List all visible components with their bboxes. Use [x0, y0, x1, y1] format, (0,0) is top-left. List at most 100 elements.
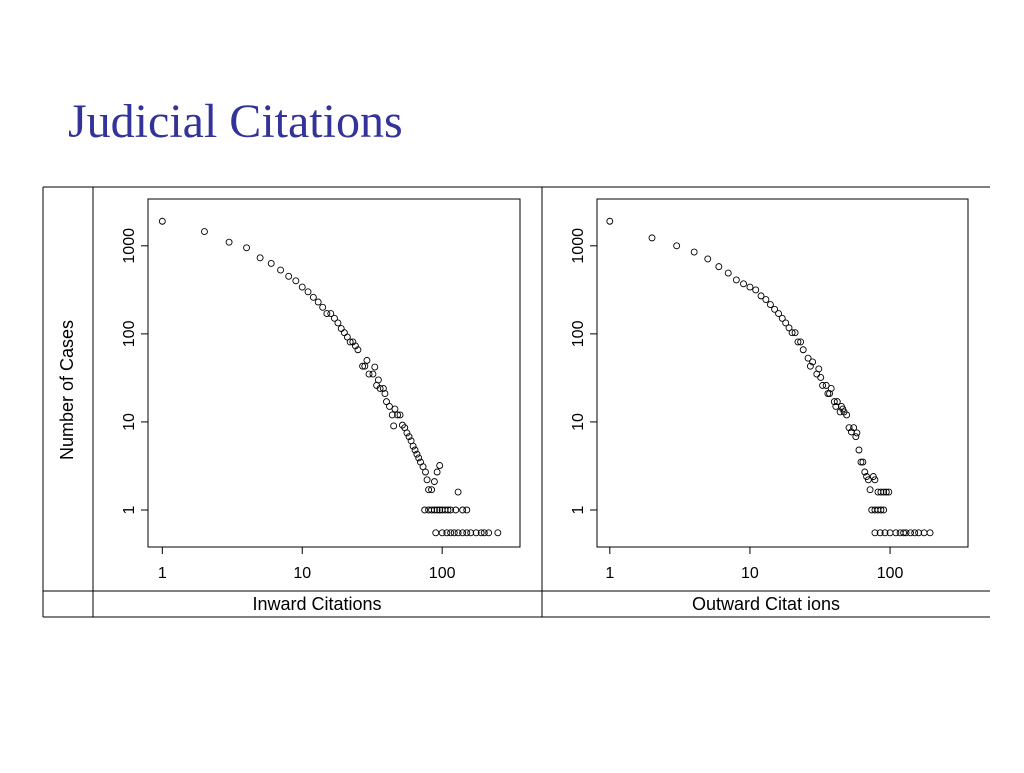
scatter-point	[331, 314, 338, 322]
scatter-point	[775, 310, 782, 318]
x-tick-label: 10	[293, 565, 311, 582]
x-axis-label: Outward Citat ions	[692, 594, 840, 614]
scatter-point	[853, 429, 861, 437]
scatter-point	[732, 276, 740, 284]
scatter-point	[871, 529, 879, 537]
scatter-point	[359, 362, 367, 370]
scatter-point	[794, 338, 802, 346]
scatter-point	[314, 298, 322, 306]
scatter-point	[371, 363, 379, 371]
scatter-point	[690, 248, 698, 256]
scatter-point	[433, 506, 441, 514]
scatter-point	[256, 254, 264, 262]
scatter-point	[648, 234, 656, 242]
scatter-point	[267, 260, 275, 267]
scatter-point	[857, 458, 865, 466]
x-tick-label: 1	[158, 565, 167, 582]
scatter-point	[381, 390, 389, 398]
scatter-point	[323, 310, 331, 318]
scatter-point	[388, 411, 396, 419]
scatter-point	[673, 242, 681, 250]
x-tick-label: 100	[429, 565, 456, 582]
scatter-point	[762, 296, 770, 304]
scatter-point	[436, 506, 444, 514]
scatter-point	[411, 446, 419, 454]
scatter-point	[361, 362, 369, 370]
scatter-point	[409, 442, 417, 450]
scatter-point	[757, 292, 765, 300]
y-tick-label: 100	[570, 320, 587, 347]
table-frame	[42, 186, 990, 618]
scatter-point	[340, 329, 348, 337]
scatter-point	[403, 429, 411, 437]
scatter-point	[447, 506, 455, 514]
scatter-point	[855, 446, 863, 454]
x-axis-label: Inward Citations	[252, 594, 381, 614]
scatter-point	[852, 433, 860, 441]
scatter-point	[379, 384, 387, 392]
scatter-point	[454, 529, 462, 537]
scatter-point	[892, 529, 900, 537]
scatter-point	[421, 506, 429, 514]
scatter-point	[472, 529, 480, 537]
scatter-point	[911, 529, 919, 537]
scatter-point	[869, 473, 877, 480]
scatter-point	[463, 529, 471, 537]
scatter-point	[385, 402, 393, 410]
scatter-point	[225, 238, 233, 246]
scatter-point	[452, 506, 460, 514]
scatter-point	[766, 301, 774, 309]
scatter-point	[485, 529, 493, 537]
scatter-point	[704, 255, 712, 263]
scatter-point	[327, 310, 335, 318]
scatter-point	[454, 488, 462, 496]
scatter-point	[826, 390, 834, 398]
scatter-point	[850, 424, 858, 432]
scatter-point	[200, 228, 208, 236]
x-tick-label: 1	[605, 565, 614, 582]
scatter-point	[778, 314, 786, 322]
scatter-point	[425, 486, 433, 494]
plot-frame	[596, 198, 969, 548]
scatter-point	[752, 286, 760, 294]
scatter-point	[428, 486, 436, 494]
scatter-point	[902, 529, 910, 537]
scatter-point	[374, 376, 382, 384]
scatter-point	[871, 476, 879, 484]
scatter-point	[859, 458, 867, 466]
scatter-point	[864, 476, 872, 484]
scatter-point	[415, 454, 423, 462]
scatter-point	[334, 319, 342, 327]
y-tick-label: 10	[570, 413, 587, 431]
scatter-point	[833, 398, 841, 406]
scatter-point	[430, 478, 438, 486]
scatter-point	[815, 365, 823, 373]
scatter-point	[746, 283, 754, 291]
scatter-point	[337, 325, 345, 332]
scatter-point	[430, 506, 438, 514]
slide-title: Judicial Citations	[68, 95, 403, 148]
y-axis-label: Number of Cases	[57, 320, 77, 460]
scatter-point	[443, 529, 451, 537]
scatter-point	[391, 405, 399, 413]
y-tick-label: 1	[570, 505, 587, 514]
scatter-point	[423, 476, 431, 484]
scatter-point	[809, 358, 817, 366]
scatter-point	[715, 263, 723, 271]
scatter-point	[243, 244, 251, 252]
scatter-point	[817, 373, 825, 381]
scatter-point	[354, 346, 362, 354]
scatter-point	[827, 384, 835, 392]
y-tick-label: 1	[121, 505, 138, 514]
scatter-point	[877, 488, 885, 496]
scatter-point	[880, 488, 888, 496]
scatter-point	[740, 280, 747, 288]
scatter-point	[782, 319, 790, 327]
scatter-point	[369, 370, 377, 378]
scatter-point	[319, 303, 327, 311]
scatter-point	[896, 529, 904, 537]
scatter-point	[432, 529, 440, 537]
scatter-point	[450, 529, 458, 537]
scatter-point	[433, 468, 441, 476]
